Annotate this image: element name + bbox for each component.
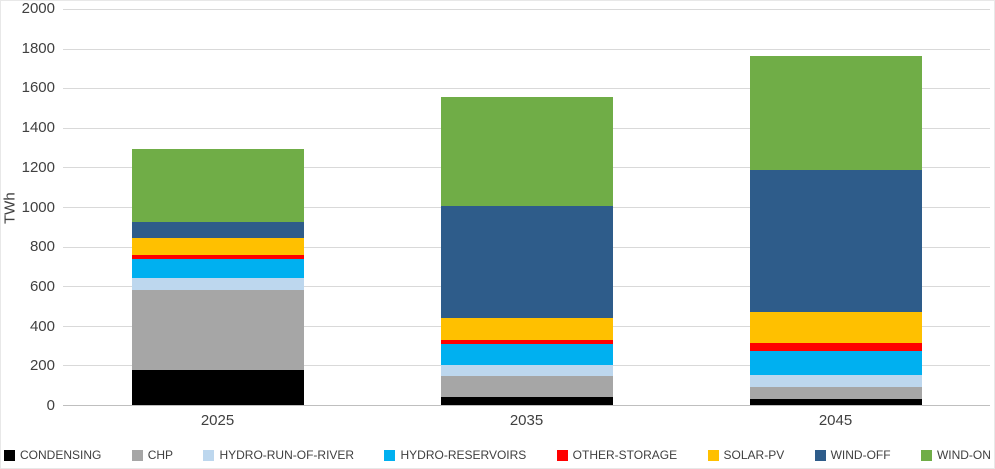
legend: CONDENSING CHP HYDRO-RUN-OF-RIVER HYDRO-RES…	[1, 445, 994, 465]
bar-segment-solar-pv-2025	[131, 237, 304, 255]
y-axis-tick-label: 1800	[21, 39, 55, 57]
bar-segment-chp-2025	[131, 290, 304, 371]
x-axis-tick-label: 2045	[818, 412, 853, 429]
legend-swatch	[920, 449, 932, 461]
legend-swatch	[203, 449, 215, 461]
bar-segment-other-storage-2035	[440, 339, 613, 344]
legend-item-wind-on: WIND-ON	[920, 448, 991, 462]
bar-segment-condensing-2025	[131, 370, 304, 405]
legend-item-hydro-reservoirs: HYDRO-RESERVOIRS	[384, 448, 526, 462]
bar-segment-condensing-2045	[749, 399, 922, 405]
y-axis-tick-labels: 0 200 400 600 800 1000 1200 1400 1600 1800 2000	[19, 1, 57, 414]
bar-segment-condensing-2035	[440, 397, 613, 405]
bar-segment-wind-off-2045	[749, 170, 922, 312]
y-axis-tick-label: 800	[29, 238, 55, 256]
plot-area	[63, 9, 990, 406]
y-axis-tick-label: 400	[29, 317, 55, 335]
y-axis-tick-label: 1400	[21, 119, 55, 137]
bar-segment-other-storage-2045	[749, 342, 922, 351]
bar-2035	[440, 9, 613, 405]
bars-container	[63, 9, 990, 405]
legend-swatch	[384, 449, 396, 461]
bar-segment-hydro-run-of-river-2025	[131, 278, 304, 291]
legend-item-wind-off: WIND-OFF	[814, 448, 891, 462]
bar-2045	[749, 9, 922, 405]
bar-segment-hydro-run-of-river-2035	[440, 365, 613, 377]
legend-label: CHP	[147, 448, 174, 462]
gridline	[63, 48, 990, 50]
legend-swatch	[814, 449, 826, 461]
legend-swatch	[4, 449, 15, 461]
x-axis-tick-labels: 2025 2035 2045	[63, 410, 990, 432]
gridline	[63, 88, 990, 90]
x-axis-tick-label: 2025	[200, 412, 235, 429]
legend-label: CONDENSING	[20, 448, 102, 462]
bar-segment-solar-pv-2035	[440, 317, 613, 340]
bar-segment-wind-on-2025	[131, 148, 304, 222]
bar-segment-hydro-reservoirs-2025	[131, 258, 304, 279]
bar-segment-wind-off-2035	[440, 206, 613, 318]
legend-item-chp: CHP	[131, 448, 174, 462]
legend-label: OTHER-STORAGE	[572, 448, 678, 462]
gridline	[63, 9, 990, 10]
bar-segment-wind-on-2045	[749, 55, 922, 171]
bar-segment-chp-2045	[749, 387, 922, 400]
legend-item-hydro-run-of-river: HYDRO-RUN-OF-RIVER	[203, 448, 354, 462]
legend-item-condensing: CONDENSING	[4, 448, 101, 462]
bar-segment-wind-on-2035	[440, 97, 613, 207]
y-axis-tick-label: 1600	[21, 79, 55, 97]
x-axis-tick-label: 2035	[509, 412, 544, 429]
legend-item-other-storage: OTHER-STORAGE	[556, 448, 678, 462]
legend-swatch	[131, 449, 143, 461]
y-axis-tick-label: 1000	[21, 198, 55, 216]
bar-segment-solar-pv-2045	[749, 311, 922, 343]
legend-swatch	[707, 449, 719, 461]
bar-segment-other-storage-2025	[131, 254, 304, 259]
bar-segment-chp-2035	[440, 376, 613, 398]
y-axis-tick-label: 0	[46, 397, 55, 414]
legend-label: HYDRO-RUN-OF-RIVER	[219, 448, 355, 462]
legend-label: HYDRO-RESERVOIRS	[400, 448, 527, 462]
legend-label: WIND-ON	[936, 448, 991, 462]
bar-segment-hydro-reservoirs-2035	[440, 343, 613, 366]
legend-label: SOLAR-PV	[723, 448, 785, 462]
y-axis-tick-label: 200	[29, 357, 55, 375]
bar-segment-hydro-run-of-river-2045	[749, 375, 922, 388]
legend-label: WIND-OFF	[830, 448, 891, 462]
bar-segment-wind-off-2025	[131, 221, 304, 238]
y-axis-tick-label: 2000	[21, 0, 55, 17]
bar-segment-hydro-reservoirs-2045	[749, 350, 922, 376]
y-axis-tick-label: 600	[29, 277, 55, 295]
legend-item-solar-pv: SOLAR-PV	[707, 448, 785, 462]
legend-swatch	[556, 449, 568, 461]
y-axis-tick-label: 1200	[21, 158, 55, 176]
bar-2025	[131, 9, 304, 405]
